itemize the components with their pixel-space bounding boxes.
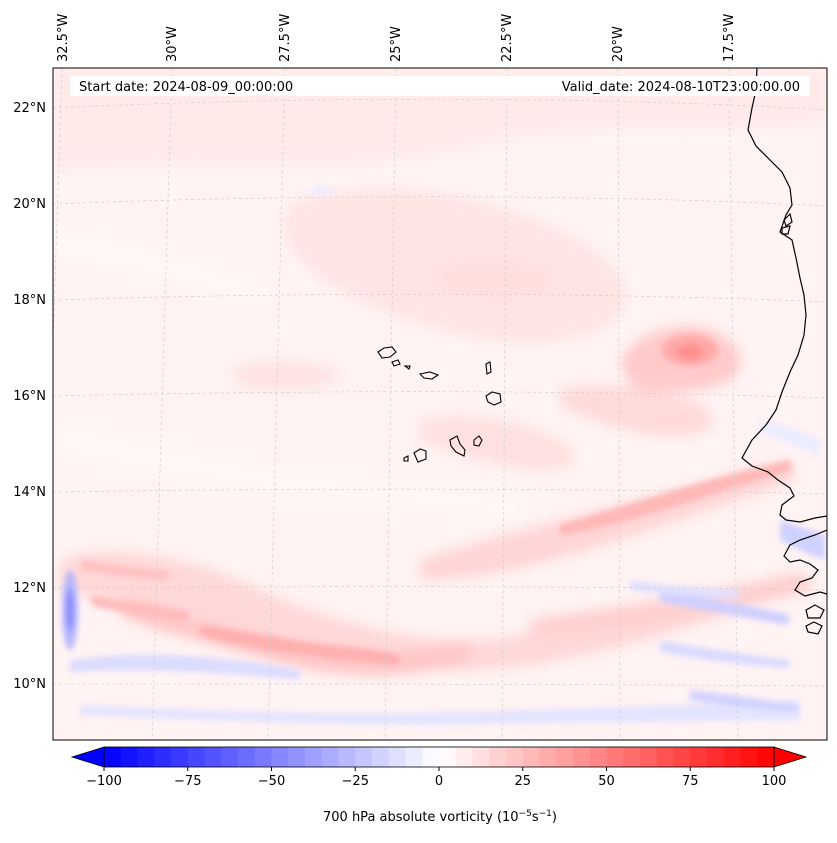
vorticity-field: [53, 68, 827, 725]
colorbar-segment: [723, 747, 741, 767]
island-sal: [485, 361, 492, 375]
colorbar-segment: [154, 747, 172, 767]
africa-coastline: [741, 68, 827, 635]
lat-label: 20°N: [13, 197, 46, 212]
valid-date-label: Valid_date: 2024-08-10T23:00:00.00: [562, 80, 800, 95]
colorbar-segment: [372, 747, 390, 767]
date-banner: [70, 76, 810, 96]
colorbar-segment: [204, 747, 222, 767]
colorbar-tick-label: 50: [598, 774, 615, 789]
lon-label: 17.5°W: [722, 14, 737, 62]
map-panel: Start date: 2024-08-09_00:00:00 Valid_da…: [52, 67, 828, 741]
colorbar-segment: [271, 747, 289, 767]
colorbar-segment: [472, 747, 490, 767]
colorbar-segment: [405, 747, 423, 767]
lon-label: 30°W: [165, 26, 180, 62]
lat-label: 22°N: [13, 101, 46, 116]
lon-label: 32.5°W: [56, 14, 71, 62]
colorbar: −100 −75 −50 −25 0 25 50 75 100 700 hPa absolute…: [70, 746, 808, 825]
island-santo-antao: [377, 346, 397, 359]
colorbar-segment: [539, 747, 557, 767]
colorbar-tick-label: 25: [514, 774, 531, 789]
island-santa-luzia: [403, 365, 411, 370]
island-maio: [473, 435, 483, 447]
map-frame: [52, 67, 828, 741]
colorbar-segment: [656, 747, 674, 767]
colorbar-segment: [305, 747, 323, 767]
island-fogo: [413, 448, 427, 463]
lon-label: 20°W: [611, 26, 626, 62]
colorbar-segment: [522, 747, 540, 767]
colorbar-tick-label: −100: [86, 774, 122, 789]
colorbar-segment: [254, 747, 272, 767]
lon-label: 22.5°W: [500, 14, 515, 62]
island-brava: [403, 455, 409, 462]
island-sao-vicente: [391, 359, 401, 367]
colorbar-tick-label: −50: [258, 774, 285, 789]
colorbar-segment: [623, 747, 641, 767]
lat-label: 10°N: [13, 677, 46, 692]
colorbar-segment: [455, 747, 473, 767]
colorbar-tick-label: 0: [435, 774, 443, 789]
colorbar-segment: [506, 747, 524, 767]
colorbar-segment: [388, 747, 406, 767]
colorbar-label: 700 hPa absolute vorticity (10−5s−1): [323, 809, 557, 825]
colorbar-segment: [422, 747, 440, 767]
gridlines: [53, 68, 827, 740]
lat-label: 14°N: [13, 485, 46, 500]
colorbar-segment: [606, 747, 624, 767]
colorbar-segment: [707, 747, 725, 767]
colorbar-segment: [573, 747, 591, 767]
start-date-label: Start date: 2024-08-09_00:00:00: [79, 80, 293, 95]
colorbar-segment: [489, 747, 507, 767]
latitude-labels: 22°N 20°N 18°N 16°N 14°N 12°N 10°N: [13, 101, 46, 692]
colorbar-segment: [288, 747, 306, 767]
lon-label: 25°W: [389, 26, 404, 62]
lat-label: 12°N: [13, 581, 46, 596]
colorbar-ticks: −100 −75 −50 −25 0 25 50 75 100: [86, 767, 786, 789]
cape-verde-islands: [377, 346, 502, 463]
colorbar-segment: [338, 747, 356, 767]
island-santiago: [449, 435, 466, 457]
colorbar-segment: [640, 747, 658, 767]
colorbar-segment: [238, 747, 256, 767]
colorbar-segment: [321, 747, 339, 767]
colorbar-segment: [690, 747, 708, 767]
colorbar-segment: [673, 747, 691, 767]
lat-label: 18°N: [13, 293, 46, 308]
colorbar-max-extension: [773, 746, 808, 768]
colorbar-segment: [137, 747, 155, 767]
colorbar-segment: [740, 747, 758, 767]
lat-label: 16°N: [13, 389, 46, 404]
colorbar-tick-label: 75: [682, 774, 699, 789]
colorbar-segment: [120, 747, 138, 767]
colorbar-min-extension: [70, 746, 105, 768]
colorbar-segment: [221, 747, 239, 767]
island-sao-nicolau: [418, 371, 440, 380]
longitude-labels: 32.5°W 30°W 27.5°W 25°W 22.5°W 20°W 17.5…: [56, 14, 737, 62]
colorbar-segment: [757, 747, 775, 767]
colorbar-segment: [171, 747, 189, 767]
colorbar-segment: [104, 747, 122, 767]
colorbar-tick-label: −75: [174, 774, 201, 789]
colorbar-tick-label: −25: [342, 774, 369, 789]
colorbar-segment: [439, 747, 457, 767]
colorbar-segment: [556, 747, 574, 767]
colorbar-segment: [355, 747, 373, 767]
colorbar-tick-label: 100: [762, 774, 787, 789]
colorbar-segment: [589, 747, 607, 767]
colorbar-segments: [104, 747, 775, 767]
colorbar-segment: [187, 747, 205, 767]
lon-label: 27.5°W: [278, 14, 293, 62]
island-boa-vista: [485, 391, 502, 406]
